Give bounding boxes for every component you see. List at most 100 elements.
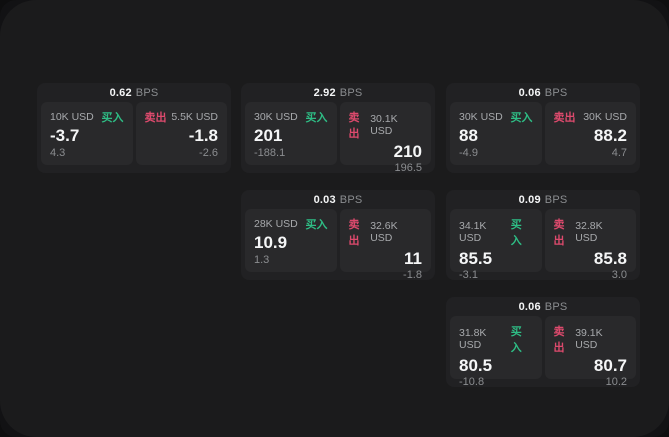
sell-sub-value: 3.0 [611,268,627,281]
buy-action-label: 买入 [510,326,522,354]
buy-amount: 10K USD [50,111,94,123]
buy-tile[interactable]: 30K USD 买入 201 -188.1 [245,102,337,165]
bps-value: 0.03 [313,193,336,206]
sell-tile-top: 卖出 32.8K USD [554,216,628,248]
sell-tile-top: 卖出 30.1K USD [349,109,423,141]
sell-action-label: 卖出 [348,112,360,140]
sell-amount: 30.1K USD [370,113,398,137]
buy-action-label: 买入 [305,112,328,124]
quote-card: 0.03 BPS 28K USD 买入 10.9 1.3 卖出 32.6K US… [241,190,435,281]
buy-tile-top: 30K USD 买入 [459,109,533,125]
card-bps-header: 0.09 BPS [446,190,640,209]
sell-tile-top: 卖出 30K USD [554,109,628,125]
sell-price: 80.7 [593,356,627,375]
sell-sub-value: 10.2 [605,375,627,388]
sell-amount: 32.8K USD [575,220,603,244]
buy-tile[interactable]: 34.1K USD 买入 85.5 -3.1 [450,209,542,281]
quote-tiles: 34.1K USD 买入 85.5 -3.1 卖出 32.8K USD 85.8… [446,209,640,281]
buy-sub-value: -3.1 [459,268,478,281]
sell-tile-top: 卖出 39.1K USD [554,323,628,355]
buy-tile-top: 31.8K USD 买入 [459,323,533,355]
bps-value: 0.06 [518,86,541,99]
buy-price: 88 [459,126,478,145]
sell-tile[interactable]: 卖出 5.5K USD -1.8 -2.6 [135,102,227,165]
buy-price: 10.9 [254,233,288,252]
quote-card: 0.62 BPS 10K USD 买入 -3.7 4.3 卖出 5.5K USD… [37,83,231,173]
sell-tile-top: 卖出 5.5K USD [145,109,219,125]
quote-tiles: 30K USD 买入 201 -188.1 卖出 30.1K USD 210 1… [241,102,435,174]
buy-action-label: 买入 [510,219,522,247]
buy-amount: 31.8K USD [459,327,487,351]
sell-tile[interactable]: 卖出 30.1K USD 210 196.5 [339,102,431,174]
bps-value: 0.62 [109,86,132,99]
buy-action-label: 买入 [305,219,328,231]
bps-unit-label: BPS [339,193,363,206]
buy-amount: 30K USD [254,111,298,123]
buy-price: 201 [254,126,283,145]
sell-price: -1.8 [188,126,218,145]
sell-amount: 30K USD [583,111,627,123]
quote-card: 0.09 BPS 34.1K USD 买入 85.5 -3.1 卖出 32.8K… [446,190,640,281]
bps-value: 0.09 [518,193,541,206]
sell-price: 88.2 [593,126,627,145]
quote-card: 0.06 BPS 30K USD 买入 88 -4.9 卖出 30K USD 8… [446,83,640,173]
bps-value: 2.92 [313,86,336,99]
buy-amount: 28K USD [254,218,298,230]
sell-sub-value: 196.5 [394,161,422,174]
sell-price: 11 [404,249,422,268]
buy-amount: 30K USD [459,111,503,123]
sell-amount: 32.6K USD [370,220,398,244]
sell-action-label: 卖出 [348,219,360,247]
buy-tile-top: 10K USD 买入 [50,109,124,125]
buy-price: 85.5 [459,249,493,268]
buy-sub-value: -4.9 [459,147,478,159]
card-bps-header: 0.03 BPS [241,190,435,209]
sell-action-label: 卖出 [144,112,167,124]
buy-sub-value: 4.3 [50,147,66,159]
bps-unit-label: BPS [135,86,159,99]
buy-tile[interactable]: 28K USD 买入 10.9 1.3 [245,209,337,272]
buy-price: -3.7 [50,126,80,145]
quote-tiles: 10K USD 买入 -3.7 4.3 卖出 5.5K USD -1.8 -2.… [37,102,231,169]
card-bps-header: 0.06 BPS [446,297,640,316]
sell-sub-value: 4.7 [611,147,627,159]
buy-sub-value: -188.1 [254,147,286,159]
buy-tile-top: 34.1K USD 买入 [459,216,533,248]
buy-sub-value: -10.8 [459,375,485,388]
sell-amount: 39.1K USD [575,327,603,351]
quote-card: 0.06 BPS 31.8K USD 买入 80.5 -10.8 卖出 39.1… [446,297,640,388]
sell-amount: 5.5K USD [171,111,218,123]
card-bps-header: 2.92 BPS [241,83,435,102]
buy-action-label: 买入 [101,112,124,124]
sell-tile[interactable]: 卖出 32.6K USD 11 -1.8 [339,209,431,281]
sell-tile-top: 卖出 32.6K USD [349,216,423,248]
sell-price: 210 [393,142,422,161]
bps-value: 0.06 [518,300,541,313]
sell-sub-value: -1.8 [403,268,422,281]
buy-action-label: 买入 [510,112,533,124]
buy-tile[interactable]: 10K USD 买入 -3.7 4.3 [41,102,133,165]
sell-tile[interactable]: 卖出 30K USD 88.2 4.7 [544,102,636,165]
buy-amount: 34.1K USD [459,220,487,244]
bps-unit-label: BPS [544,86,568,99]
buy-tile[interactable]: 31.8K USD 买入 80.5 -10.8 [450,316,542,388]
quote-tiles: 31.8K USD 买入 80.5 -10.8 卖出 39.1K USD 80.… [446,316,640,388]
sell-price: 85.8 [593,249,627,268]
sell-action-label: 卖出 [553,326,565,354]
quote-tiles: 28K USD 买入 10.9 1.3 卖出 32.6K USD 11 -1.8 [241,209,435,281]
sell-tile[interactable]: 卖出 39.1K USD 80.7 10.2 [544,316,636,388]
quote-card: 2.92 BPS 30K USD 买入 201 -188.1 卖出 30.1K … [241,83,435,174]
buy-tile-top: 30K USD 买入 [254,109,328,125]
buy-tile[interactable]: 30K USD 买入 88 -4.9 [450,102,542,165]
quote-tiles: 30K USD 买入 88 -4.9 卖出 30K USD 88.2 4.7 [446,102,640,169]
card-bps-header: 0.62 BPS [37,83,231,102]
bps-unit-label: BPS [544,300,568,313]
bps-unit-label: BPS [339,86,363,99]
sell-tile[interactable]: 卖出 32.8K USD 85.8 3.0 [544,209,636,281]
sell-sub-value: -2.6 [199,147,218,159]
buy-price: 80.5 [459,356,493,375]
bps-unit-label: BPS [544,193,568,206]
